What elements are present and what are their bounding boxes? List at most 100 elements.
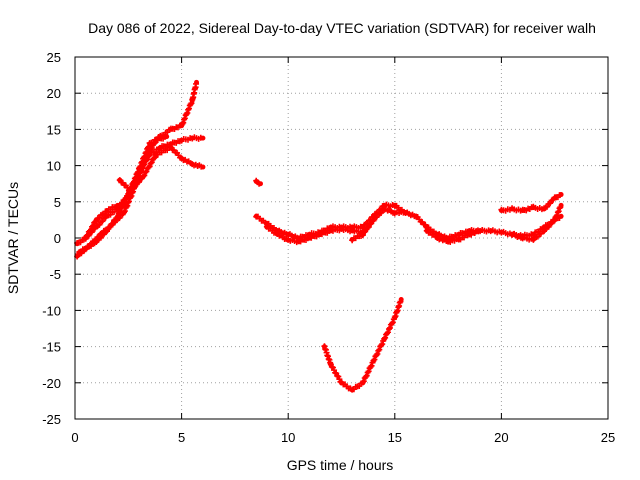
y-tick-label: 10: [47, 159, 61, 174]
data-marker: [187, 101, 194, 108]
x-tick-label: 20: [494, 430, 508, 445]
data-marker: [379, 341, 386, 348]
y-tick-label: 15: [47, 122, 61, 137]
data-marker: [389, 319, 396, 326]
series-arc-9: [349, 206, 408, 244]
series-arc-12: [509, 202, 564, 243]
data-marker: [90, 222, 97, 229]
data-marker: [366, 221, 373, 228]
data-marker: [364, 369, 371, 376]
data-marker: [148, 144, 155, 151]
y-tick-label: 0: [54, 231, 61, 246]
data-marker: [147, 160, 154, 167]
data-marker: [397, 298, 404, 305]
data-marker: [84, 231, 91, 238]
data-marker: [125, 198, 132, 205]
x-tick-label: 0: [71, 430, 78, 445]
data-marker: [193, 80, 200, 87]
data-marker: [188, 100, 195, 107]
data-marker: [365, 368, 372, 375]
data-marker: [362, 373, 369, 380]
series-arc-6: [253, 177, 263, 187]
x-axis-ticks: 0 5 10 15 20 25: [71, 57, 615, 445]
data-marker: [86, 227, 93, 234]
y-tick-label: -20: [42, 376, 61, 391]
data-marker: [148, 159, 155, 166]
data-marker: [87, 226, 94, 233]
y-tick-label: -15: [42, 340, 61, 355]
data-marker: [125, 199, 132, 206]
series-arc-5: [116, 144, 206, 194]
data-marker: [371, 356, 378, 363]
data-marker: [365, 224, 372, 231]
data-marker: [145, 149, 152, 156]
data-marker: [185, 105, 192, 112]
data-marker: [179, 120, 186, 127]
data-marker: [82, 235, 89, 242]
data-marker: [121, 208, 128, 215]
data-marker: [368, 362, 375, 369]
data-marker: [198, 163, 205, 170]
data-marker: [388, 320, 395, 327]
series-arc-11: [498, 192, 564, 214]
data-marker: [121, 209, 128, 216]
data-marker: [127, 194, 134, 201]
data-marker: [385, 329, 392, 336]
data-points: [74, 79, 564, 393]
x-tick-label: 5: [178, 430, 185, 445]
data-marker: [364, 224, 371, 231]
y-tick-label: -10: [42, 303, 61, 318]
y-tick-label: -25: [42, 412, 61, 427]
data-marker: [385, 326, 392, 333]
data-marker: [370, 357, 377, 364]
data-marker: [362, 228, 369, 235]
data-marker: [373, 352, 380, 359]
data-marker: [161, 133, 168, 140]
data-marker: [150, 155, 157, 162]
data-marker: [183, 111, 190, 118]
data-marker: [146, 163, 153, 170]
data-marker: [378, 342, 385, 349]
data-marker: [367, 364, 374, 371]
data-marker: [180, 119, 187, 126]
data-marker: [184, 109, 191, 116]
data-marker: [89, 223, 96, 230]
data-marker: [141, 172, 148, 179]
data-marker: [375, 347, 382, 354]
series-arc-10: [423, 227, 483, 245]
data-marker: [142, 169, 149, 176]
y-tick-label: 5: [54, 195, 61, 210]
y-axis-ticks: 25 20 15 10 5 0 -5 -10 -15 -20 -25: [42, 50, 608, 427]
y-tick-label: 20: [47, 86, 61, 101]
data-marker: [147, 145, 154, 152]
data-marker: [400, 209, 407, 216]
series-arc-4: [82, 202, 127, 242]
data-marker: [118, 202, 125, 209]
data-marker: [376, 346, 383, 353]
chart-title: Day 086 of 2022, Sidereal Day-to-day VTE…: [88, 20, 596, 36]
data-marker: [142, 154, 149, 161]
data-marker: [150, 140, 157, 147]
x-tick-label: 10: [281, 430, 295, 445]
data-marker: [181, 115, 188, 122]
data-marker: [92, 218, 99, 225]
data-marker: [475, 228, 482, 235]
data-marker: [128, 192, 135, 199]
data-marker: [557, 204, 564, 211]
data-marker: [197, 134, 204, 141]
data-marker: [361, 229, 368, 236]
data-marker: [143, 153, 150, 160]
series-arc-2: [74, 134, 206, 260]
x-tick-label: 15: [388, 430, 402, 445]
data-marker: [185, 106, 192, 113]
series-arc-13: [321, 297, 404, 393]
data-marker: [359, 232, 366, 239]
x-axis-label: GPS time / hours: [287, 457, 394, 473]
data-marker: [363, 372, 370, 379]
data-marker: [151, 139, 158, 146]
x-tick-label: 25: [601, 430, 615, 445]
y-tick-label: -5: [49, 267, 61, 282]
data-marker: [181, 116, 188, 123]
data-marker: [146, 148, 153, 155]
